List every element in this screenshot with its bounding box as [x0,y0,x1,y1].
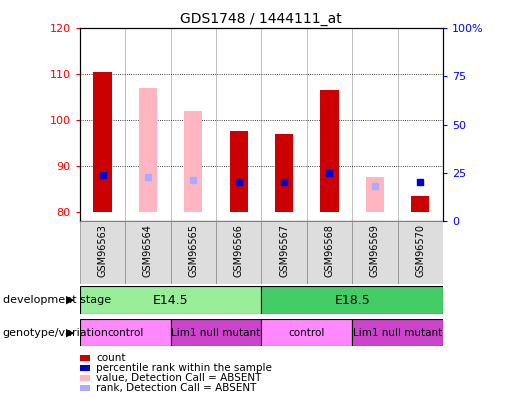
Text: control: control [107,328,143,337]
Text: Lim1 null mutant: Lim1 null mutant [171,328,261,337]
Bar [184,111,202,211]
Bar [139,88,157,211]
Text: genotype/variation: genotype/variation [3,328,109,337]
Text: control: control [288,328,325,337]
Bar [80,221,125,284]
Bar [125,221,170,284]
Bar [411,196,430,211]
Bar [398,221,443,284]
Text: E18.5: E18.5 [334,294,370,307]
Text: E14.5: E14.5 [153,294,188,307]
Title: GDS1748 / 1444111_at: GDS1748 / 1444111_at [180,12,342,26]
Text: ▶: ▶ [66,328,75,337]
Text: GSM96564: GSM96564 [143,224,153,277]
Bar [80,286,261,314]
Bar [261,221,307,284]
Text: development stage: development stage [3,295,111,305]
Text: GSM96566: GSM96566 [234,224,244,277]
Bar [352,319,443,346]
Bar [307,221,352,284]
Bar [170,221,216,284]
Text: ▶: ▶ [66,295,75,305]
Bar [80,365,90,371]
Bar [230,131,248,211]
Bar [352,221,398,284]
Text: Lim1 null mutant: Lim1 null mutant [353,328,442,337]
Text: rank, Detection Call = ABSENT: rank, Detection Call = ABSENT [96,384,256,393]
Bar [80,375,90,381]
Text: GSM96569: GSM96569 [370,224,380,277]
Bar [216,221,261,284]
Text: count: count [96,353,126,363]
Bar [170,319,261,346]
Bar [80,355,90,361]
Bar [261,319,352,346]
Text: GSM96563: GSM96563 [97,224,108,277]
Bar [80,386,90,391]
Text: GSM96568: GSM96568 [324,224,334,277]
Bar [261,286,443,314]
Bar [366,177,384,211]
Text: GSM96565: GSM96565 [188,224,198,277]
Bar [93,72,112,211]
Bar [80,319,170,346]
Text: GSM96570: GSM96570 [415,224,425,277]
Text: value, Detection Call = ABSENT: value, Detection Call = ABSENT [96,373,262,383]
Text: percentile rank within the sample: percentile rank within the sample [96,363,272,373]
Bar [275,134,293,211]
Text: GSM96567: GSM96567 [279,224,289,277]
Bar [320,90,338,211]
